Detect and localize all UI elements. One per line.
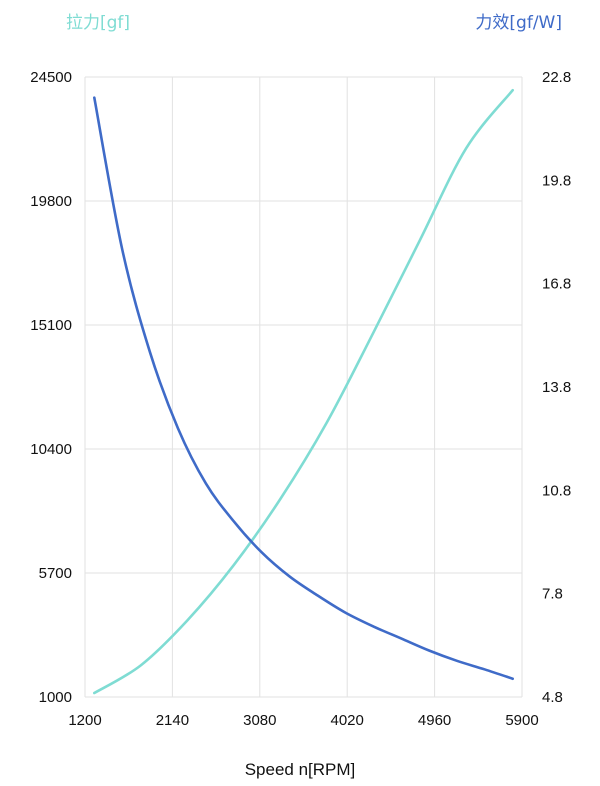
y-right-tick-label: 22.8 — [542, 69, 571, 86]
y-left-tick-label: 24500 — [30, 69, 72, 86]
thrust-series-line — [93, 88, 514, 695]
y-left-tick-label: 5700 — [39, 565, 72, 582]
y-left-tick-label: 10400 — [30, 441, 72, 458]
y-left-tick-label: 15100 — [30, 317, 72, 334]
x-tick-label: 3080 — [243, 712, 276, 729]
x-tick-label: 1200 — [68, 712, 101, 729]
y-left-tick-label: 1000 — [39, 689, 72, 706]
grid — [84, 76, 523, 698]
y-right-tick-label: 4.8 — [542, 689, 563, 706]
x-tick-label: 2140 — [156, 712, 189, 729]
y-right-tick-label: 10.8 — [542, 482, 571, 499]
left-axis-title: 拉力[gf] — [66, 13, 131, 33]
x-tick-label: 4020 — [331, 712, 364, 729]
x-tick-label: 4960 — [418, 712, 451, 729]
y-right-tick-label: 13.8 — [542, 379, 571, 396]
y-left-tick-label: 19800 — [30, 193, 72, 210]
right-axis-title: 力效[gf/W] — [475, 13, 562, 33]
y-right-tick-label: 7.8 — [542, 586, 563, 603]
x-tick-label: 5900 — [505, 712, 538, 729]
tick-labels: 1200 2140 3080 4020 4960 5900 1000 5700 10400 151… — [30, 69, 571, 729]
efficiency-series-line — [93, 96, 514, 681]
y-right-tick-label: 19.8 — [542, 172, 571, 189]
series-group — [93, 88, 514, 695]
x-axis-title: Speed n[RPM] — [244, 760, 356, 779]
y-right-tick-label: 16.8 — [542, 276, 571, 293]
